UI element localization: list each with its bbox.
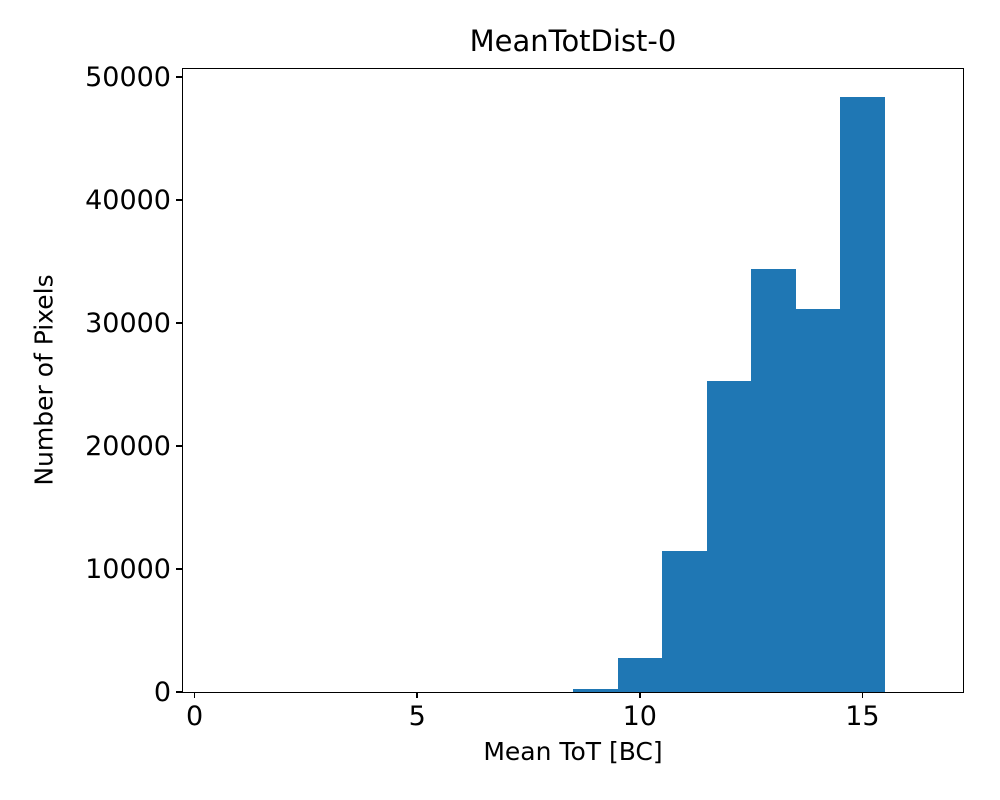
x-axis-label: Mean ToT [BC] bbox=[483, 737, 663, 766]
y-tick-label: 20000 bbox=[85, 430, 171, 462]
plot-area: 0 5 10 15 0 10000 20000 30000 40000 50000 bbox=[85, 64, 964, 730]
y-tick-mark bbox=[176, 76, 182, 78]
y-tick-mark bbox=[176, 322, 182, 324]
x-tick-label: 5 bbox=[408, 701, 426, 732]
x-tick-mark bbox=[639, 692, 641, 698]
y-tick-mark bbox=[176, 568, 182, 570]
x-tick-mark bbox=[416, 692, 418, 698]
x-tick-mark bbox=[861, 692, 864, 698]
x-tick-mark bbox=[193, 692, 196, 698]
y-tick-label: 0 bbox=[153, 677, 171, 708]
x-tick-label: 0 bbox=[185, 701, 204, 732]
histogram-bar bbox=[573, 688, 618, 692]
histogram-bar bbox=[751, 269, 796, 692]
y-tick-label: 30000 bbox=[85, 307, 171, 339]
y-tick-label: 40000 bbox=[85, 184, 171, 216]
y-tick-label: 50000 bbox=[85, 62, 171, 93]
histogram-bar bbox=[706, 380, 752, 692]
histogram-bar bbox=[795, 309, 841, 692]
y-tick-mark bbox=[176, 691, 182, 693]
histogram-bar bbox=[662, 550, 707, 692]
y-tick-mark bbox=[176, 445, 182, 447]
chart-title: MeanTotDist-0 bbox=[469, 24, 677, 58]
x-tick-label: 10 bbox=[622, 701, 657, 732]
y-tick-label: 10000 bbox=[85, 553, 171, 585]
y-tick-mark bbox=[176, 199, 182, 201]
histogram-bar bbox=[617, 657, 663, 692]
histogram-bar bbox=[840, 96, 885, 692]
x-tick-label: 15 bbox=[845, 701, 880, 732]
